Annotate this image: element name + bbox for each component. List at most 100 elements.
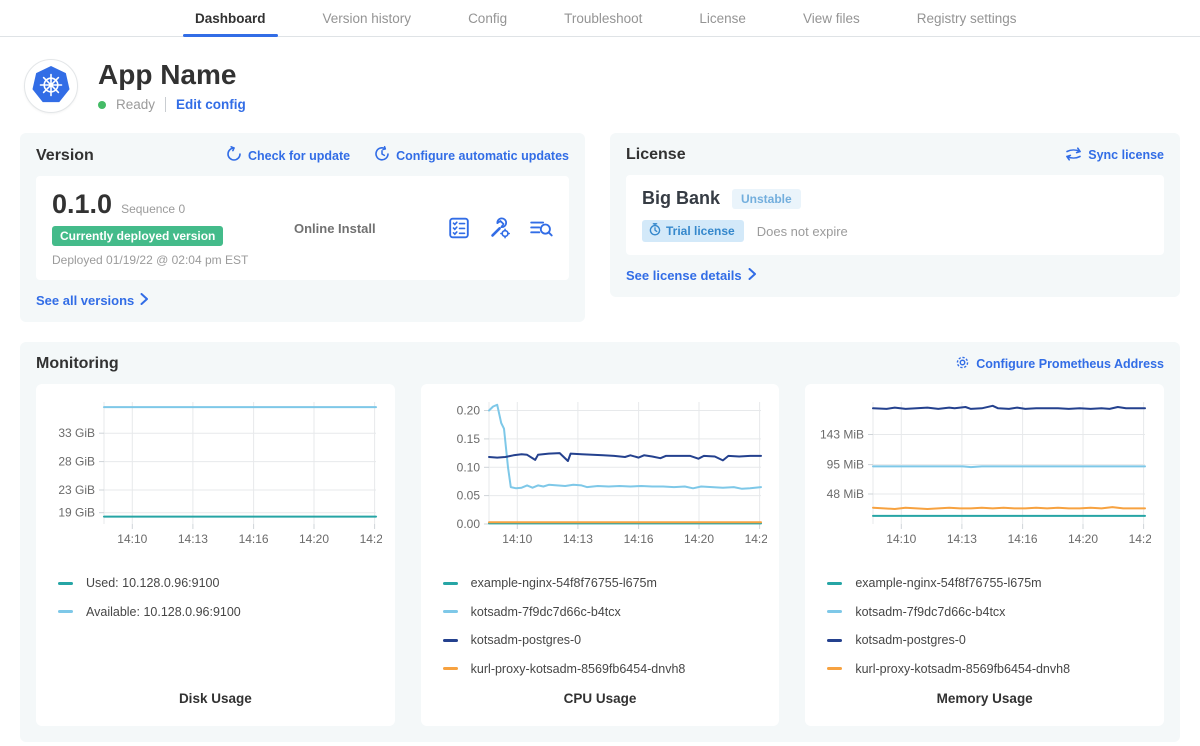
svg-text:143 MiB: 143 MiB — [820, 428, 864, 442]
tab-dashboard[interactable]: Dashboard — [183, 0, 278, 36]
preflight-checklist-icon[interactable] — [447, 216, 471, 240]
legend-item: kotsadm-7f9dc7d66c-b4tcx — [827, 598, 1154, 627]
memory-usage-chart-card: 14:1014:1314:1614:2014:2348 MiB95 MiB143… — [805, 384, 1164, 726]
svg-text:0.00: 0.00 — [456, 517, 480, 531]
monitoring-panel: Monitoring Configure Prometheus Address … — [20, 342, 1180, 742]
cpu-usage-chart: 14:1014:1314:1614:2014:230.000.050.100.1… — [431, 394, 770, 563]
status-text: Ready — [116, 97, 155, 112]
legend-item: example-nginx-54f8f76755-l675m — [827, 569, 1154, 598]
legend-swatch — [827, 639, 842, 642]
svg-text:14:23: 14:23 — [1129, 532, 1151, 546]
legend-item: kurl-proxy-kotsadm-8569fb6454-dnvh8 — [443, 655, 770, 684]
legend-swatch — [58, 582, 73, 585]
legend-label: kurl-proxy-kotsadm-8569fb6454-dnvh8 — [855, 662, 1070, 676]
app-header: App Name Ready Edit config — [0, 37, 1200, 125]
svg-text:14:23: 14:23 — [744, 532, 766, 546]
legend-swatch — [827, 610, 842, 613]
disk-usage-chart-card: 14:1014:1314:1614:2014:2319 GiB23 GiB28 … — [36, 384, 395, 726]
legend-label: kurl-proxy-kotsadm-8569fb6454-dnvh8 — [471, 662, 686, 676]
svg-text:14:13: 14:13 — [563, 532, 593, 546]
wrench-gear-icon[interactable] — [488, 216, 512, 240]
deployed-badge: Currently deployed version — [52, 226, 223, 246]
license-heading: License — [626, 146, 686, 164]
legend-swatch — [443, 667, 458, 670]
sequence-label: Sequence 0 — [121, 202, 185, 216]
version-heading: Version — [36, 147, 94, 165]
sync-license-link[interactable]: Sync license — [1065, 147, 1164, 164]
tab-version-history[interactable]: Version history — [311, 0, 424, 36]
chevron-right-icon — [748, 268, 757, 283]
legend-swatch — [443, 639, 458, 642]
legend-swatch — [827, 667, 842, 670]
legend-swatch — [443, 610, 458, 613]
app-logo — [24, 59, 78, 113]
version-number: 0.1.0 — [52, 189, 112, 220]
legend-item: example-nginx-54f8f76755-l675m — [443, 569, 770, 598]
expiry-text: Does not expire — [757, 224, 848, 239]
svg-text:14:13: 14:13 — [178, 532, 208, 546]
tab-troubleshoot[interactable]: Troubleshoot — [552, 0, 654, 36]
svg-text:14:10: 14:10 — [117, 532, 147, 546]
tab-config[interactable]: Config — [456, 0, 519, 36]
version-panel: Version Check for update Configure autom… — [20, 133, 585, 322]
legend-label: kotsadm-7f9dc7d66c-b4tcx — [855, 605, 1005, 619]
svg-text:14:20: 14:20 — [684, 532, 714, 546]
legend-swatch — [58, 610, 73, 613]
legend-item: Available: 10.128.0.96:9100 — [58, 598, 385, 627]
chart-title: Memory Usage — [815, 691, 1154, 710]
customer-name: Big Bank — [642, 188, 720, 209]
check-for-update-link[interactable]: Check for update — [226, 146, 350, 165]
refresh-icon — [226, 146, 242, 165]
legend-swatch — [827, 582, 842, 585]
see-all-versions-link[interactable]: See all versions — [36, 293, 149, 308]
disk-usage-chart: 14:1014:1314:1614:2014:2319 GiB23 GiB28 … — [46, 394, 385, 563]
tab-view-files[interactable]: View files — [791, 0, 872, 36]
sync-arrows-icon — [1065, 147, 1082, 164]
gear-icon — [955, 355, 970, 373]
legend-item: kotsadm-postgres-0 — [443, 626, 770, 655]
svg-text:14:10: 14:10 — [502, 532, 532, 546]
license-details-card: Big Bank Unstable Trial license Does not… — [626, 175, 1164, 255]
svg-text:48 MiB: 48 MiB — [827, 487, 864, 501]
divider — [165, 97, 166, 112]
svg-text:0.20: 0.20 — [456, 404, 480, 418]
legend-item: Used: 10.128.0.96:9100 — [58, 569, 385, 598]
svg-text:19 GiB: 19 GiB — [58, 506, 95, 520]
configure-automatic-updates-link[interactable]: Configure automatic updates — [374, 146, 569, 165]
legend-item: kotsadm-postgres-0 — [827, 626, 1154, 655]
clock-refresh-icon — [374, 146, 390, 165]
svg-text:23 GiB: 23 GiB — [58, 483, 95, 497]
legend-label: kotsadm-postgres-0 — [855, 633, 965, 647]
memory-usage-chart: 14:1014:1314:1614:2014:2348 MiB95 MiB143… — [815, 394, 1154, 563]
memory-usage-legend: example-nginx-54f8f76755-l675m kotsadm-7f… — [815, 569, 1154, 691]
see-license-details-link[interactable]: See license details — [626, 268, 757, 283]
svg-text:0.15: 0.15 — [456, 432, 480, 446]
svg-text:33 GiB: 33 GiB — [58, 426, 95, 440]
legend-label: Used: 10.128.0.96:9100 — [86, 576, 219, 590]
svg-text:14:13: 14:13 — [947, 532, 977, 546]
view-logs-icon[interactable] — [529, 216, 553, 240]
disk-usage-legend: Used: 10.128.0.96:9100 Available: 10.128.… — [46, 569, 385, 691]
tab-registry-settings[interactable]: Registry settings — [905, 0, 1029, 36]
legend-item: kotsadm-7f9dc7d66c-b4tcx — [443, 598, 770, 627]
cpu-usage-chart-card: 14:1014:1314:1614:2014:230.000.050.100.1… — [421, 384, 780, 726]
monitoring-heading: Monitoring — [36, 355, 119, 373]
tab-license[interactable]: License — [687, 0, 758, 36]
svg-text:14:16: 14:16 — [1008, 532, 1038, 546]
legend-label: kotsadm-postgres-0 — [471, 633, 581, 647]
kubernetes-icon — [31, 65, 71, 108]
legend-item: kurl-proxy-kotsadm-8569fb6454-dnvh8 — [827, 655, 1154, 684]
edit-config-link[interactable]: Edit config — [176, 97, 246, 112]
svg-text:14:10: 14:10 — [887, 532, 917, 546]
chart-title: Disk Usage — [46, 691, 385, 710]
legend-label: example-nginx-54f8f76755-l675m — [471, 576, 657, 590]
svg-text:0.10: 0.10 — [456, 460, 480, 474]
chevron-right-icon — [140, 293, 149, 308]
legend-label: Available: 10.128.0.96:9100 — [86, 605, 241, 619]
cards-row: Version Check for update Configure autom… — [0, 125, 1200, 322]
cpu-usage-legend: example-nginx-54f8f76755-l675m kotsadm-7f… — [431, 569, 770, 691]
svg-text:95 MiB: 95 MiB — [827, 458, 864, 472]
top-nav: Dashboard Version history Config Trouble… — [0, 0, 1200, 37]
configure-prometheus-link[interactable]: Configure Prometheus Address — [955, 355, 1164, 373]
legend-swatch — [443, 582, 458, 585]
